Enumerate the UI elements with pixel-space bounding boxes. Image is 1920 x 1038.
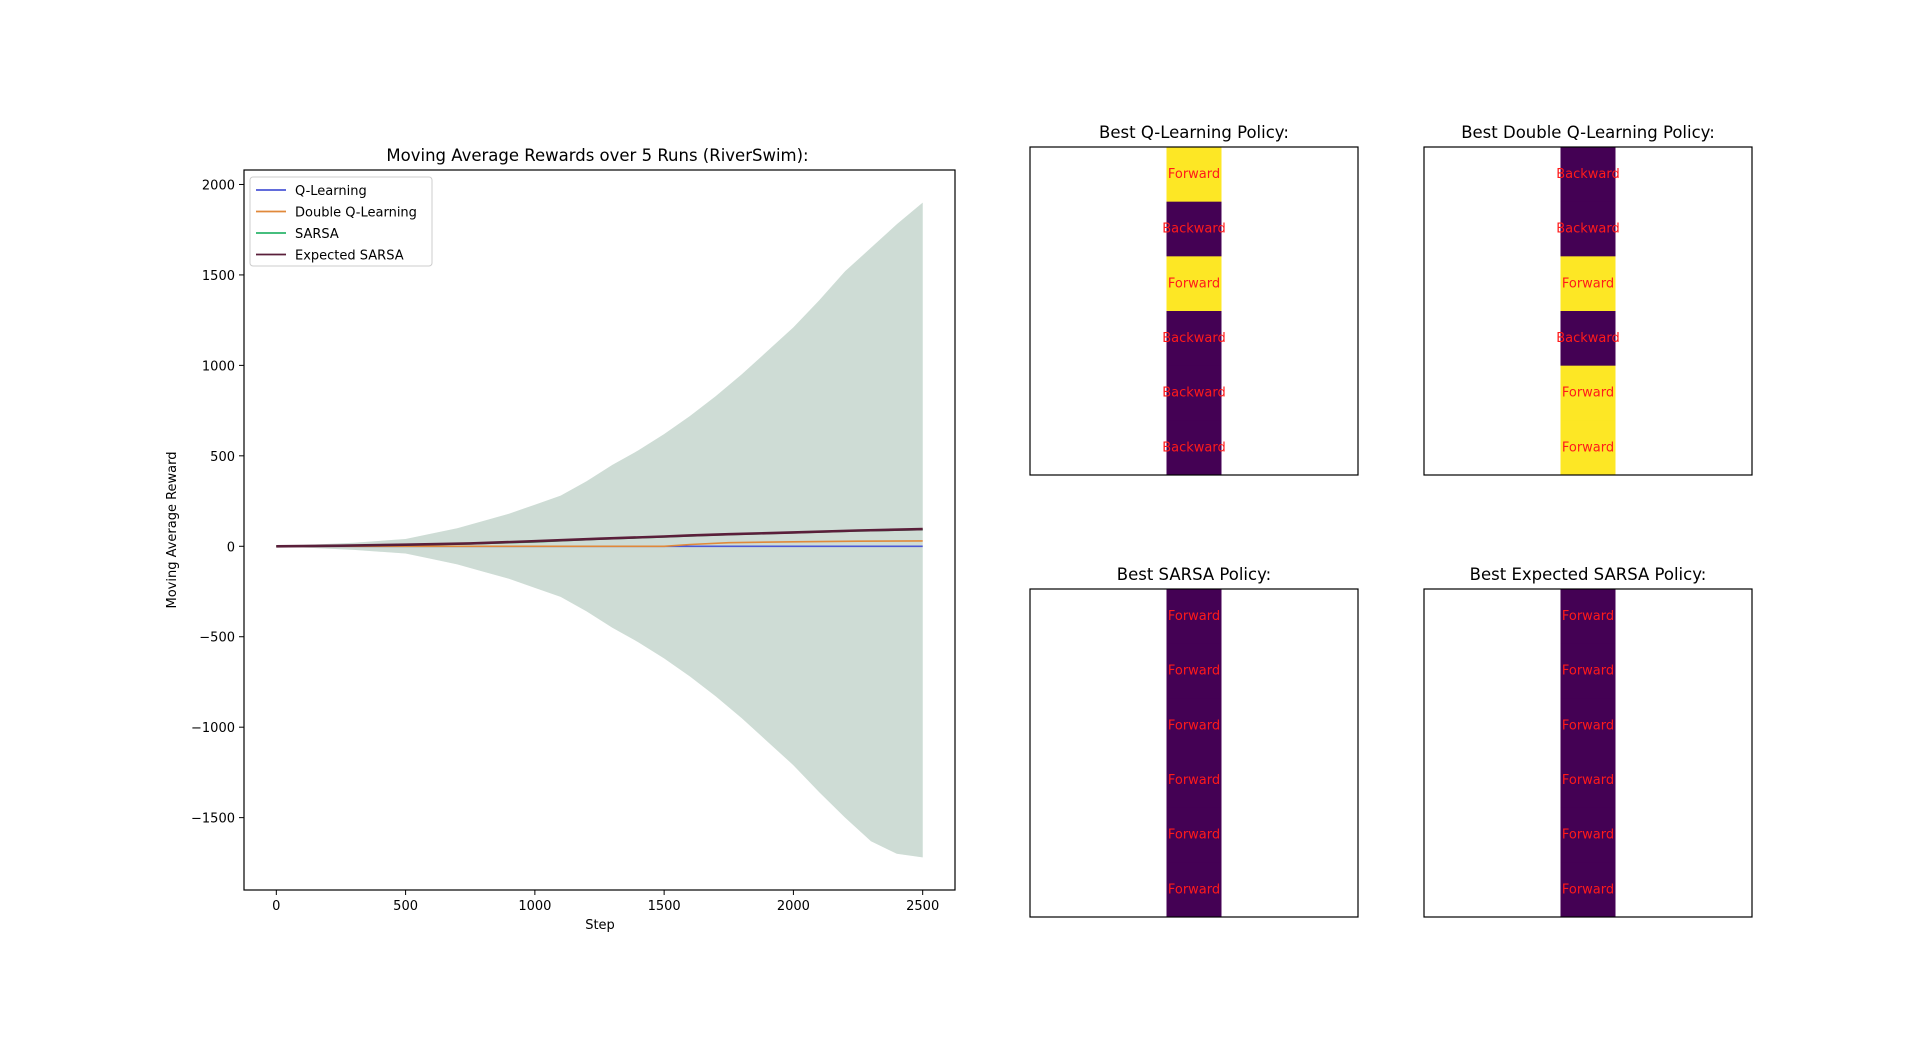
- heatmap-cell-label-6: Forward: [1168, 882, 1220, 897]
- heatmap-cell-6: [1166, 862, 1222, 918]
- x-tick-label-2500: 2500: [906, 899, 939, 914]
- heatmap-frame: [1423, 588, 1753, 918]
- heatmap-cell-4: [1166, 311, 1222, 367]
- heatmap-cell-label-1: Forward: [1168, 609, 1220, 624]
- y-ticks-group: −1500 −1000 −500 0 500 1000 1500 2000: [191, 178, 244, 827]
- heatmap-cell-label-3: Forward: [1168, 718, 1220, 733]
- heatmap-cell-4: [1560, 753, 1616, 809]
- y-tick-label-0: 0: [227, 540, 235, 555]
- policy-heatmap-expected-sarsa: Best Expected SARSA Policy: Forward Forwar…: [1423, 565, 1753, 918]
- heatmap-cell-3: [1560, 698, 1616, 754]
- series-lines-group: [276, 527, 923, 548]
- heatmap-cell-3: [1166, 256, 1222, 312]
- heatmap-cell-label-2: Backward: [1556, 222, 1620, 237]
- heatmap-title: Best SARSA Policy:: [1117, 565, 1271, 584]
- heatmap-cell-label-2: Forward: [1562, 664, 1614, 679]
- legend-label-sarsa: SARSA: [295, 227, 339, 242]
- y-tick-label--1000: −1000: [191, 721, 235, 736]
- policy-heatmap-double-q-learning: Best Double Q-Learning Policy: Backward Ba…: [1423, 123, 1753, 476]
- y-tick-label-500: 500: [210, 450, 235, 465]
- heatmap-frame: [1029, 146, 1359, 476]
- x-axis-label: Step: [585, 918, 615, 933]
- heatmap-cell-label-5: Forward: [1562, 386, 1614, 401]
- heatmap-cell-label-4: Backward: [1162, 331, 1226, 346]
- line-chart: Moving Average Rewards over 5 Runs (Rive…: [165, 146, 956, 933]
- heatmap-cell-2: [1560, 201, 1616, 257]
- heatmap-cell-4: [1166, 753, 1222, 809]
- x-tick-label-500: 500: [393, 899, 418, 914]
- policy-heatmap-sarsa: Best SARSA Policy: Forward Forward Forward F…: [1029, 565, 1359, 918]
- heatmap-frame: [1423, 146, 1753, 476]
- heatmap-cell-label-5: Forward: [1168, 828, 1220, 843]
- legend-box: [249, 176, 433, 267]
- x-tick-label-1000: 1000: [518, 899, 551, 914]
- heatmap-cell-label-3: Forward: [1168, 276, 1220, 291]
- policy-heatmap-q-learning: Best Q-Learning Policy: Forward Backward Fo…: [1029, 123, 1359, 476]
- heatmap-cell-label-6: Backward: [1162, 440, 1226, 455]
- y-tick-label--1500: −1500: [191, 812, 235, 827]
- heatmap-cell-label-3: Forward: [1562, 718, 1614, 733]
- heatmap-cell-label-5: Forward: [1562, 828, 1614, 843]
- heatmap-cell-5: [1166, 365, 1222, 421]
- heatmap-cell-label-6: Forward: [1562, 440, 1614, 455]
- heatmap-cell-1: [1166, 147, 1222, 203]
- heatmap-cell-2: [1560, 643, 1616, 699]
- heatmap-cell-1: [1166, 589, 1222, 645]
- heatmap-cell-5: [1560, 807, 1616, 863]
- heatmap-cell-3: [1166, 698, 1222, 754]
- heatmap-cell-1: [1560, 147, 1616, 203]
- x-tick-label-2000: 2000: [777, 899, 810, 914]
- y-tick-label--500: −500: [199, 631, 235, 646]
- legend-label-double-q-learning: Double Q-Learning: [295, 206, 417, 221]
- heatmap-cell-3: [1560, 256, 1616, 312]
- heatmap-cell-6: [1560, 420, 1616, 476]
- series-line-expected-sarsa: [276, 527, 923, 548]
- heatmap-title: Best Q-Learning Policy:: [1099, 123, 1289, 142]
- heatmap-frame: [1029, 588, 1359, 918]
- y-axis-label: Moving Average Reward: [165, 451, 180, 608]
- heatmap-cell-4: [1560, 311, 1616, 367]
- heatmap-cell-2: [1166, 643, 1222, 699]
- heatmap-cell-label-4: Forward: [1562, 773, 1614, 788]
- heatmap-cell-label-3: Forward: [1562, 276, 1614, 291]
- x-ticks-group: 0 500 1000 1500 2000 2500: [272, 890, 939, 914]
- series-line-double-q-learning: [276, 540, 923, 548]
- heatmap-title: Best Expected SARSA Policy:: [1470, 565, 1707, 584]
- y-tick-label-1500: 1500: [202, 269, 235, 284]
- heatmap-cell-label-5: Backward: [1162, 386, 1226, 401]
- heatmap-cell-label-4: Forward: [1168, 773, 1220, 788]
- heatmap-cell-5: [1166, 807, 1222, 863]
- heatmap-title: Best Double Q-Learning Policy:: [1461, 123, 1715, 142]
- confidence-band-overlap: [276, 202, 923, 858]
- heatmap-cell-label-1: Backward: [1556, 167, 1620, 182]
- heatmap-cell-label-2: Backward: [1162, 222, 1226, 237]
- line-chart-axes-frame: [243, 169, 956, 891]
- legend-label-expected-sarsa: Expected SARSA: [295, 249, 404, 264]
- heatmap-cell-6: [1166, 420, 1222, 476]
- heatmap-cell-2: [1166, 201, 1222, 257]
- legend-label-q-learning: Q-Learning: [295, 184, 367, 199]
- x-tick-label-0: 0: [272, 899, 280, 914]
- heatmap-cell-5: [1560, 365, 1616, 421]
- x-tick-label-1500: 1500: [648, 899, 681, 914]
- legend: Q-Learning Double Q-Learning SARSA Expected…: [249, 176, 433, 267]
- heatmap-cell-label-1: Forward: [1168, 167, 1220, 182]
- heatmap-cell-6: [1560, 862, 1616, 918]
- heatmap-cell-label-2: Forward: [1168, 664, 1220, 679]
- heatmap-cell-label-4: Backward: [1556, 331, 1620, 346]
- heatmap-cell-label-1: Forward: [1562, 609, 1614, 624]
- y-tick-label-2000: 2000: [202, 178, 235, 193]
- confidence-band-group: [276, 202, 923, 858]
- line-chart-title: Moving Average Rewards over 5 Runs (Rive…: [386, 146, 808, 165]
- heatmap-cell-1: [1560, 589, 1616, 645]
- y-tick-label-1000: 1000: [202, 359, 235, 374]
- heatmap-cell-label-6: Forward: [1562, 882, 1614, 897]
